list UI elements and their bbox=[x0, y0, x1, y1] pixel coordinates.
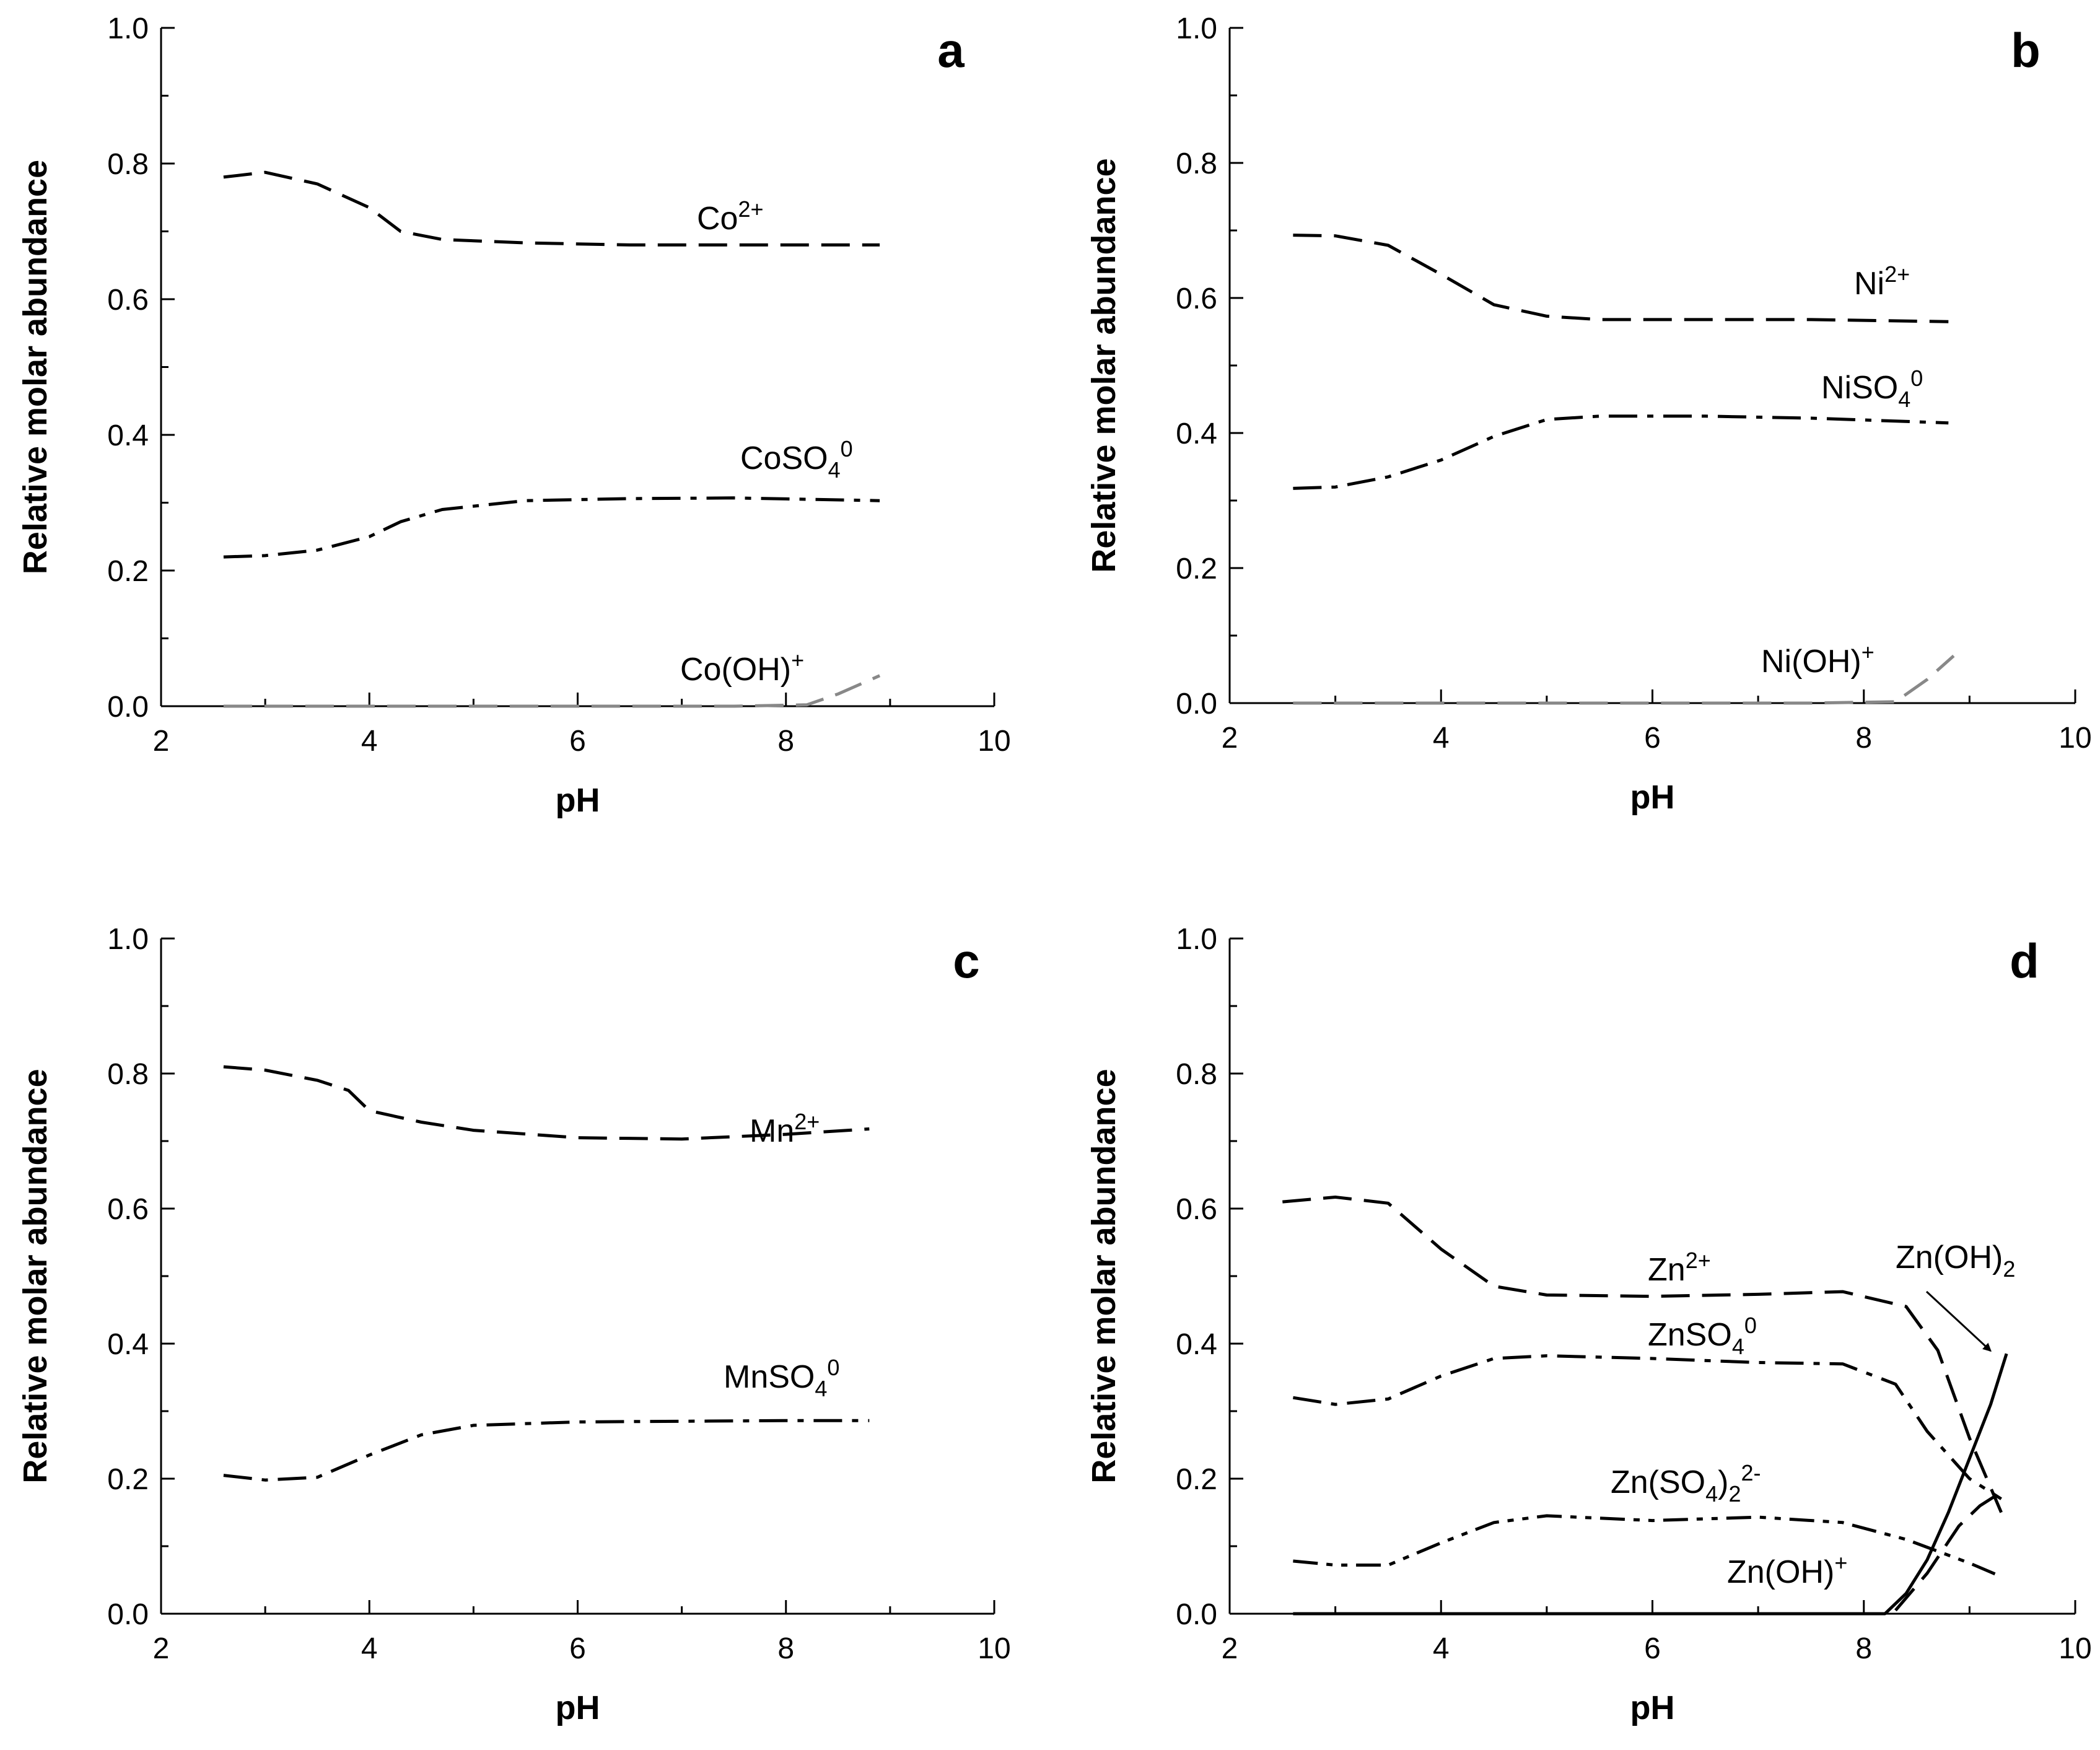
series-label-znso40: ZnSO40 bbox=[1648, 1313, 1757, 1359]
y-axis-title: Relative molar abundance bbox=[17, 160, 54, 574]
x-tick-label: 2 bbox=[1222, 1632, 1238, 1665]
y-tick-label: 0.8 bbox=[1176, 147, 1217, 180]
x-tick-label: 6 bbox=[1644, 722, 1661, 755]
x-tick-label: 8 bbox=[777, 725, 794, 758]
panel-letter: c bbox=[953, 934, 979, 988]
series-label-coso40: CoSO40 bbox=[740, 436, 853, 483]
y-tick-label: 1.0 bbox=[1176, 12, 1217, 45]
y-tick-label: 0.4 bbox=[107, 1328, 149, 1361]
panel-b: 0.0 0.2 0.4 0.6 0.8 1.0 2 4 6 8 10 pH Relative molar… bbox=[1085, 12, 2092, 816]
y-tick-label: 0.2 bbox=[1176, 1463, 1217, 1496]
y-axis-title: Relative molar abundance bbox=[1085, 158, 1122, 572]
series-label-co-oh-: Co(OH)+ bbox=[680, 647, 804, 688]
x-tick-label: 8 bbox=[1855, 722, 1872, 755]
series-line-zn-so4-22- bbox=[1293, 1514, 2002, 1578]
y-tick-label: 0.6 bbox=[1176, 282, 1217, 315]
series-line-mnso40 bbox=[223, 1419, 870, 1482]
x-axis-title: pH bbox=[1630, 779, 1675, 816]
x-tick-label: 6 bbox=[569, 725, 586, 758]
y-tick-label: 0.2 bbox=[107, 555, 149, 588]
panel-letter: b bbox=[2011, 23, 2041, 77]
y-tick-label: 0.0 bbox=[1176, 688, 1217, 720]
y-tick-label: 0.0 bbox=[107, 1598, 149, 1631]
series-label-mn2-: Mn2+ bbox=[750, 1109, 820, 1149]
y-tick-label: 0.4 bbox=[107, 419, 149, 452]
series-label-co2-: Co2+ bbox=[697, 196, 764, 237]
panel-c: 0.0 0.2 0.4 0.6 0.8 1.0 2 4 6 8 10 pH Relative molar… bbox=[17, 923, 1011, 1726]
panel-letter: d bbox=[2010, 934, 2039, 988]
series-label-niso40: NiSO40 bbox=[1821, 365, 1923, 412]
x-axis-title: pH bbox=[1630, 1689, 1675, 1726]
x-tick-label: 6 bbox=[569, 1632, 586, 1665]
x-tick-label: 2 bbox=[153, 725, 170, 758]
y-tick-label: 0.2 bbox=[1176, 553, 1217, 585]
y-tick-label: 0.0 bbox=[1176, 1598, 1217, 1631]
x-tick-label: 4 bbox=[1433, 722, 1450, 755]
x-tick-label: 10 bbox=[978, 1632, 1010, 1665]
x-tick-label: 10 bbox=[2058, 1632, 2091, 1665]
annotation-label-zn-oh-2: Zn(OH)2 bbox=[1896, 1240, 2015, 1282]
x-tick-label: 10 bbox=[978, 725, 1010, 758]
series-label-ni-oh-: Ni(OH)+ bbox=[1761, 639, 1875, 680]
series-line-mn2- bbox=[223, 1065, 870, 1141]
x-tick-label: 8 bbox=[777, 1632, 794, 1665]
series-line-zn2- bbox=[1282, 1196, 2003, 1513]
y-tick-label: 0.8 bbox=[107, 148, 149, 181]
annotation-arrow bbox=[1925, 1290, 1992, 1352]
series-line-co2- bbox=[223, 170, 880, 247]
series-line-coso40 bbox=[223, 496, 880, 559]
y-tick-label: 0.6 bbox=[107, 284, 149, 317]
y-tick-label: 0.0 bbox=[107, 691, 149, 724]
y-tick-label: 0.6 bbox=[1176, 1193, 1217, 1226]
y-tick-label: 0.4 bbox=[1176, 1328, 1217, 1361]
x-tick-label: 6 bbox=[1644, 1632, 1661, 1665]
x-tick-label: 8 bbox=[1855, 1632, 1872, 1665]
series-label-zn-oh-: Zn(OH)+ bbox=[1727, 1550, 1847, 1590]
y-axis-title: Relative molar abundance bbox=[1085, 1069, 1122, 1483]
x-tick-label: 4 bbox=[1433, 1632, 1450, 1665]
series-label-ni2-: Ni2+ bbox=[1854, 261, 1910, 302]
series-line-ni-oh- bbox=[1293, 654, 1955, 705]
y-tick-label: 1.0 bbox=[107, 12, 149, 45]
y-tick-label: 0.4 bbox=[1176, 418, 1217, 450]
series-line-zn-oh-2 bbox=[1293, 1353, 2008, 1616]
x-tick-label: 4 bbox=[361, 1632, 378, 1665]
panel-letter: a bbox=[937, 23, 965, 77]
x-tick-label: 2 bbox=[1222, 722, 1238, 755]
panel-a: 0.0 0.2 0.4 0.6 0.8 1.0 2 4 6 8 10 pH Relative molar… bbox=[17, 12, 1011, 819]
y-tick-label: 1.0 bbox=[107, 923, 149, 956]
series-line-ni2- bbox=[1293, 234, 1949, 323]
series-label-zn-so4-22-: Zn(SO4)22- bbox=[1611, 1460, 1761, 1507]
y-tick-label: 0.2 bbox=[107, 1463, 149, 1496]
x-tick-label: 10 bbox=[2058, 722, 2091, 755]
y-tick-label: 0.6 bbox=[107, 1193, 149, 1226]
series-line-znso40 bbox=[1293, 1354, 2002, 1500]
panel-d: 0.0 0.2 0.4 0.6 0.8 1.0 2 4 6 8 10 pH Relative molar… bbox=[1085, 923, 2092, 1726]
series-line-zn-oh- bbox=[1894, 1490, 2002, 1612]
y-tick-label: 1.0 bbox=[1176, 923, 1217, 956]
y-tick-label: 0.8 bbox=[1176, 1058, 1217, 1091]
x-axis-title: pH bbox=[556, 782, 600, 819]
y-tick-label: 0.8 bbox=[107, 1058, 149, 1091]
x-axis-title: pH bbox=[556, 1689, 600, 1726]
series-line-co-oh- bbox=[223, 674, 881, 708]
x-tick-label: 2 bbox=[153, 1632, 170, 1665]
series-label-zn2-: Zn2+ bbox=[1648, 1248, 1711, 1288]
x-tick-label: 4 bbox=[361, 725, 378, 758]
y-axis-title: Relative molar abundance bbox=[17, 1069, 54, 1483]
series-line-niso40 bbox=[1293, 414, 1949, 490]
series-label-mnso40: MnSO40 bbox=[724, 1355, 839, 1401]
